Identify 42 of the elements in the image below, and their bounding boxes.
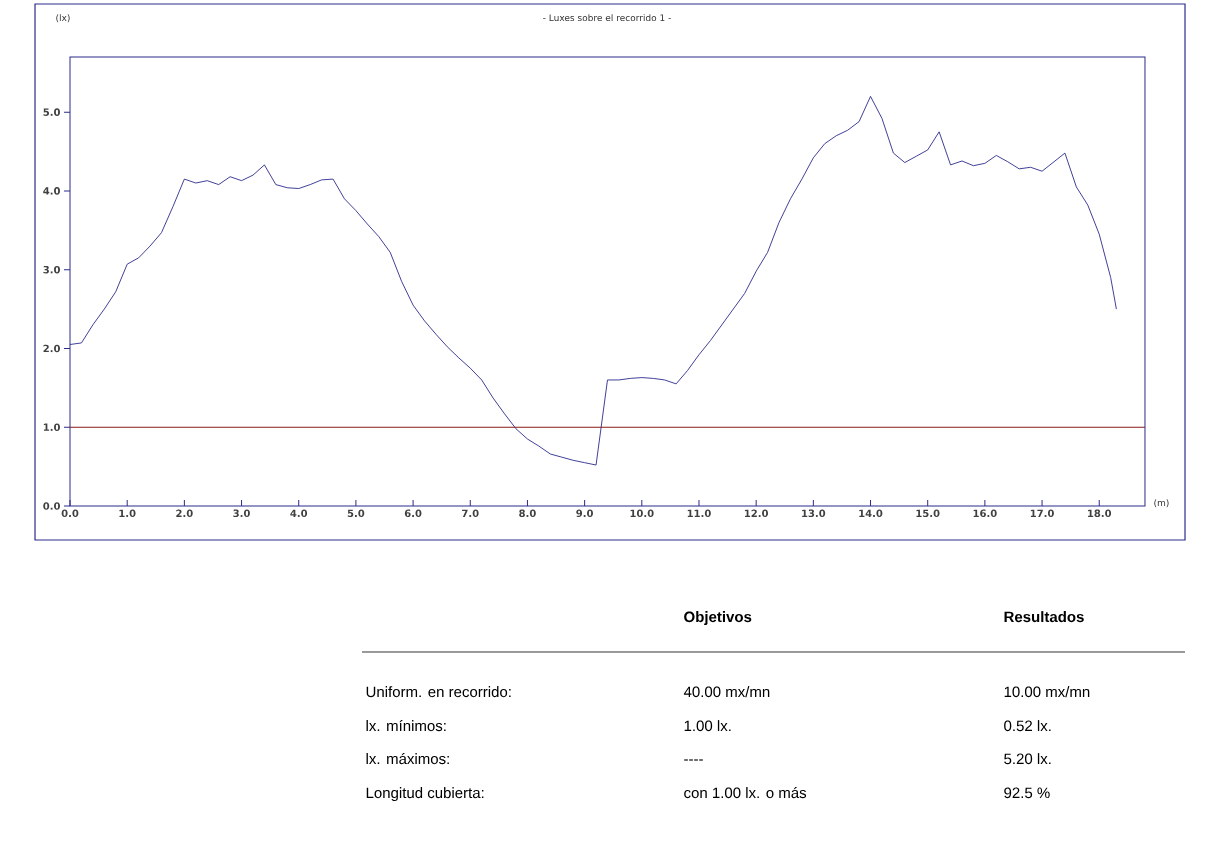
x-tick-label: 5.0 — [347, 509, 365, 518]
text: Uniform. en recorrido: — [366, 686, 511, 698]
text: 1.00 lx. — [684, 720, 731, 732]
y-axis-title: (lx) — [56, 14, 70, 23]
x-tick-label: 10.0 — [630, 509, 654, 518]
x-tick-label: 6.0 — [404, 509, 422, 518]
x-tick-label: 3.0 — [233, 509, 250, 518]
x-tick-label: 9.0 — [576, 509, 593, 518]
chart-title: - Luxes sobre el recorrido 1 - — [543, 14, 671, 22]
x-tick-label: 1.0 — [119, 509, 136, 518]
text: 10.00 mx/mn — [1004, 686, 1090, 698]
x-tick-label: 14.0 — [859, 509, 883, 518]
x-tick-label: 11.0 — [687, 509, 711, 518]
text: con 1.00 lx. o más — [684, 786, 807, 799]
x-tick-label: 12.0 — [744, 509, 769, 518]
x-axis-title: (m) — [1154, 499, 1169, 508]
text: 92.5 % — [1004, 787, 1050, 799]
text: ---- — [684, 759, 703, 761]
text: Resultados — [1004, 611, 1084, 623]
x-tick-label: 7.0 — [462, 509, 479, 518]
text: lx. máximos: — [366, 752, 449, 765]
x-tick-label: 8.0 — [519, 509, 536, 518]
text: 0.52 lx. — [1004, 720, 1051, 732]
text: 40.00 mx/mn — [683, 686, 770, 698]
x-tick-label: 17.0 — [1030, 509, 1054, 518]
y-tick-label: 5.0 — [43, 108, 60, 116]
x-tick-label: 18.0 — [1088, 509, 1112, 518]
y-tick-label: 2.0 — [43, 344, 60, 353]
y-tick-label: 4.0 — [43, 187, 60, 195]
text: lx. mínimos: — [366, 719, 446, 732]
y-tick-label: 0.0 — [43, 502, 60, 510]
text: Objetivos — [684, 611, 752, 626]
text: Longitud cubierta: — [366, 787, 484, 802]
x-tick-label: 16.0 — [973, 509, 997, 518]
x-tick-label: 13.0 — [802, 509, 826, 518]
text: 5.20 lx. — [1004, 753, 1051, 765]
x-tick-label: 15.0 — [916, 509, 940, 518]
x-tick-label: 4.0 — [290, 509, 308, 518]
y-tick-label: 1.0 — [43, 423, 60, 431]
x-tick-label: 2.0 — [176, 509, 193, 518]
x-tick-label: 0.0 — [61, 509, 79, 518]
y-tick-label: 3.0 — [43, 265, 60, 274]
